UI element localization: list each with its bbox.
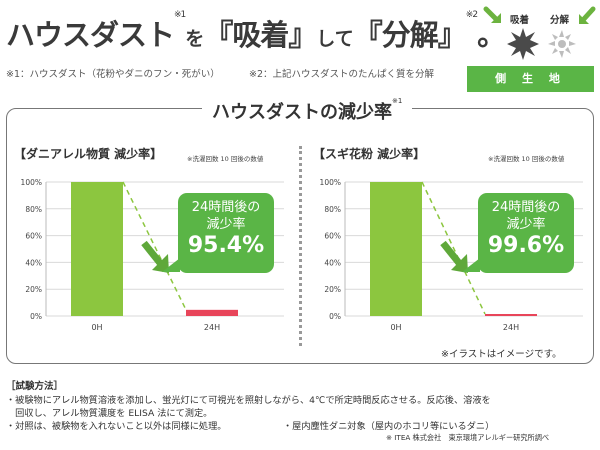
headline-period: 。 — [477, 18, 506, 52]
y-tick-label: 100% — [21, 178, 42, 187]
y-tick-label: 60% — [324, 232, 341, 241]
chart-title-mite: 【ダニアレル物質 減少率】 — [14, 147, 163, 161]
x-tick-label: 0H — [91, 323, 102, 332]
fabric-badge: 側 生 地 — [467, 66, 594, 92]
headline-footnote-2: ※2 — [465, 10, 478, 20]
arrow-shaft — [141, 240, 163, 266]
illustration-disclaimer: ※イラストはイメージです。 — [441, 349, 562, 360]
callout-mite: 24時間後の 減少率 95.4% — [178, 193, 274, 273]
callout-value: 99.6% — [487, 233, 565, 258]
y-tick-label: 40% — [324, 258, 341, 267]
y-tick-label: 100% — [320, 178, 341, 187]
footnote-1: ※1：ハウスダスト（花粉やダニのフン・死がい） — [6, 69, 220, 80]
callout-value: 95.4% — [187, 233, 265, 258]
dust-particle-broken-icon — [548, 30, 576, 58]
green-arrow-icon — [579, 6, 596, 24]
headline-adsorb: 『吸着』 — [204, 18, 317, 52]
method-line-3: ・対照は、被験物を入れないこと以外は同様に処理。 — [6, 421, 227, 432]
callout-pollen: 24時間後の 減少率 99.6% — [478, 193, 574, 273]
headline-part-housedust: ハウスダスト — [6, 18, 175, 52]
adsorb-label: 吸着 — [510, 15, 530, 26]
chart-note-mite: ※洗濯回数 10 回後の数値 — [187, 155, 264, 163]
callout-label-line2: 減少率 — [206, 217, 246, 232]
bar-0h — [71, 182, 123, 316]
x-tick-label: 24H — [204, 323, 220, 332]
y-tick-label: 20% — [324, 285, 341, 294]
chart-note-pollen: ※洗濯回数 10 回後の数値 — [488, 155, 565, 163]
bar-0h — [370, 182, 422, 316]
y-tick-label: 80% — [25, 205, 42, 214]
section-title: ハウスダストの減少率※1 — [202, 97, 413, 124]
green-arrow-icon — [483, 6, 501, 23]
x-tick-label: 24H — [503, 323, 519, 332]
headline-decompose: 『分解』 — [353, 18, 467, 52]
research-source: ※ ITEA 株式会社 東京環境アレルギー研究所調べ — [386, 433, 550, 442]
y-tick-label: 20% — [25, 285, 42, 294]
callout-label-line1: 24時間後の — [191, 200, 261, 215]
bar-24h — [485, 314, 537, 316]
y-tick-label: 80% — [324, 205, 341, 214]
section-title-footnote: ※1 — [392, 97, 403, 105]
y-tick-label: 0% — [30, 312, 42, 321]
footnote-2: ※2：上記ハウスダストのたんぱく質を分解 — [249, 69, 435, 80]
trend-line — [122, 181, 187, 311]
method-line-1: ・被験物にアレル物質溶液を添加し、蛍光灯にて可視光を照射しながら、4℃で所定時間… — [6, 395, 491, 406]
chart-title-pollen: 【スギ花粉 減少率】 — [313, 147, 426, 161]
headline-particle-wo: を — [185, 28, 205, 50]
bar-24h — [186, 309, 238, 316]
headline: ハウスダスト※1 を『吸着』して『分解』※2。 — [6, 10, 506, 54]
dust-particle-dark-icon — [507, 28, 539, 60]
callout-label-line2: 減少率 — [506, 217, 546, 232]
panel-divider — [299, 146, 302, 346]
headline-footnote-1: ※1 — [174, 10, 186, 20]
y-tick-label: 0% — [329, 312, 341, 321]
callout-tail — [162, 258, 180, 272]
y-tick-label: 60% — [25, 232, 42, 241]
arrow-shaft — [440, 240, 462, 266]
headline-particle-shite: して — [316, 28, 354, 50]
method-line-2: 回収し、アレル物質濃度を ELISA 法にて測定。 — [6, 408, 213, 419]
section-title-text: ハウスダストの減少率 — [212, 102, 392, 123]
callout-label-line1: 24時間後の — [491, 200, 561, 215]
y-tick-label: 40% — [25, 258, 42, 267]
decompose-label: 分解 — [550, 15, 570, 26]
x-tick-label: 0H — [390, 323, 401, 332]
method-title: ［試験方法］ — [6, 381, 64, 392]
trend-line — [421, 181, 486, 315]
method-line-3b: ・屋内塵性ダニ対象（屋内のホコリ等にいるダニ） — [283, 421, 495, 432]
callout-tail — [462, 258, 480, 272]
